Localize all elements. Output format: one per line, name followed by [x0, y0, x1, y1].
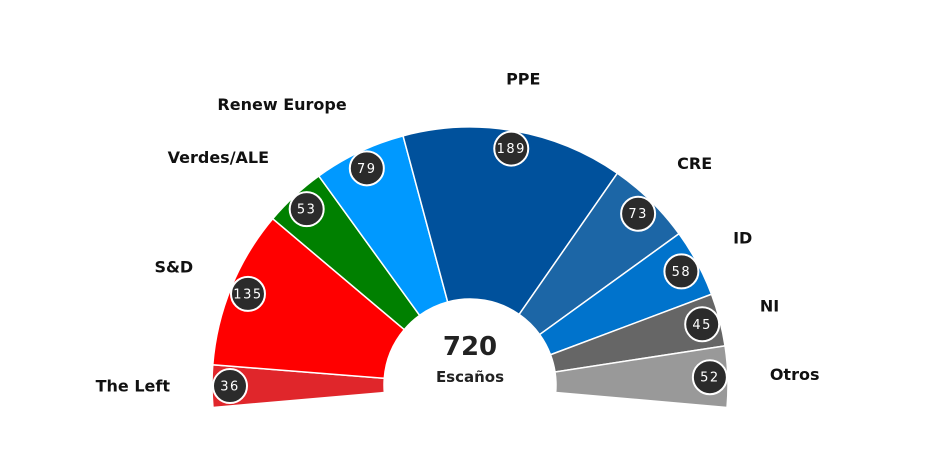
seat-badge-the-left: 36 [212, 368, 248, 405]
seat-badge-circle-ni [684, 306, 721, 343]
seat-count-id: 58 [672, 265, 692, 280]
seat-count-sandd: 135 [233, 287, 262, 302]
party-label-id: ID [733, 228, 752, 247]
seat-count-ppe: 189 [497, 142, 526, 157]
seat-count-verdes-ale: 53 [297, 203, 317, 218]
segment-ppe [402, 126, 619, 316]
seat-badge-circle-the-left [212, 368, 248, 405]
seat-badge-circle-sandd [229, 275, 266, 312]
party-label-the-left: The Left [96, 376, 171, 395]
segment-sandd [211, 217, 406, 380]
seat-badge-otros: 52 [691, 359, 728, 396]
seat-badge-ni: 45 [684, 306, 721, 343]
party-label-cre: CRE [677, 154, 712, 173]
party-label-otros: Otros [770, 365, 820, 384]
seat-badge-circle-ppe [493, 130, 530, 167]
seat-segments [211, 126, 729, 409]
party-label-verdes-ale: Verdes/ALE [168, 148, 269, 167]
seat-count-the-left: 36 [220, 380, 240, 395]
seat-badges: 36 135 53 79 189 73 58 45 52 [212, 130, 728, 405]
party-label-ni: NI [760, 297, 779, 316]
seat-badge-sandd: 135 [229, 275, 266, 312]
seat-count-ni: 45 [692, 318, 712, 333]
seat-badge-circle-cre [620, 195, 657, 232]
seat-badge-renew-europe: 79 [348, 150, 385, 187]
seat-badge-id: 58 [663, 253, 700, 290]
seat-count-renew-europe: 79 [357, 162, 377, 177]
party-label-sandd: S&D [154, 257, 193, 276]
seat-badge-circle-verdes-ale [288, 191, 325, 228]
seat-badge-circle-renew-europe [348, 150, 385, 187]
party-labels: The Left S&D Verdes/ALE Renew Europe PPE CRE I… [96, 70, 820, 396]
seat-badge-verdes-ale: 53 [288, 191, 325, 228]
seat-badge-cre: 73 [620, 195, 657, 232]
seat-badge-ppe: 189 [493, 130, 530, 167]
seat-badge-circle-otros [691, 359, 728, 396]
segment-otros [554, 345, 729, 409]
party-label-ppe: PPE [506, 70, 540, 89]
seat-count-cre: 73 [628, 207, 648, 222]
seat-count-otros: 52 [700, 371, 720, 386]
party-label-renew-europe: Renew Europe [217, 95, 346, 114]
seat-badge-circle-id [663, 253, 700, 290]
total-seats-value: 720 [443, 332, 497, 362]
total-seats-caption: Escaños [436, 368, 504, 386]
